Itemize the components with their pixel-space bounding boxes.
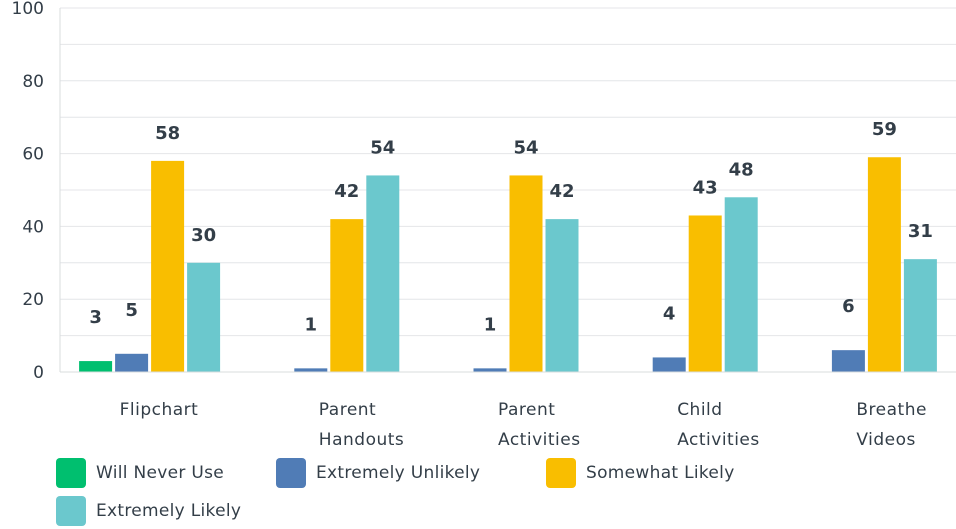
legend-swatch-will-never-use: [56, 458, 86, 488]
legend-item-will-never-use: Will Never Use: [56, 458, 224, 488]
x-axis: Flipchart Parent Handouts Parent Activities C…: [60, 371, 956, 450]
legend-label: Will Never Use: [96, 463, 225, 483]
y-tick-label: 20: [22, 290, 44, 310]
bar: [187, 262, 221, 372]
data-label: 42: [549, 181, 574, 202]
x-tick-label: Activities: [498, 430, 581, 450]
bar: [831, 350, 865, 372]
bar: [545, 219, 579, 372]
bar: [903, 259, 937, 372]
bar: [151, 160, 185, 372]
x-tick-label: Handouts: [319, 430, 404, 450]
legend-label: Extremely Unlikely: [316, 463, 481, 483]
data-label: 31: [908, 221, 933, 242]
y-tick-label: 80: [22, 72, 44, 92]
bar: [724, 197, 758, 372]
data-label: 1: [305, 314, 318, 335]
data-label: 4: [663, 303, 676, 324]
data-label: 58: [155, 123, 180, 144]
data-label: 59: [872, 119, 897, 140]
x-tick-label: Parent: [498, 400, 555, 420]
bar: [867, 157, 901, 372]
legend-item-extremely-likely: Extremely Likely: [56, 496, 241, 526]
x-tick-label: Child: [677, 400, 722, 420]
data-label: 42: [334, 181, 359, 202]
data-label: 48: [729, 159, 754, 180]
legend-item-extremely-unlikely: Extremely Unlikely: [276, 458, 480, 488]
legend-item-somewhat-likely: Somewhat Likely: [546, 458, 735, 488]
bar: [115, 353, 149, 372]
bar: [473, 368, 507, 372]
y-axis: 0 20 40 60 80 100: [12, 0, 61, 383]
bar: [79, 361, 113, 372]
legend-swatch-extremely-unlikely: [276, 458, 306, 488]
data-label: 5: [125, 300, 138, 321]
y-tick-label: 40: [22, 217, 44, 237]
legend-label: Extremely Likely: [96, 501, 242, 521]
bar: [688, 215, 722, 372]
bars: [79, 157, 937, 372]
y-tick-label: 60: [22, 145, 44, 165]
data-label: 6: [842, 296, 855, 317]
data-label: 30: [191, 225, 216, 246]
y-tick-label: 100: [12, 0, 44, 19]
x-tick-label: Videos: [856, 430, 916, 450]
data-label: 43: [693, 177, 718, 198]
bar: [366, 175, 400, 372]
legend-swatch-extremely-likely: [56, 496, 86, 526]
x-tick-label: Parent: [319, 400, 376, 420]
legend-label: Somewhat Likely: [586, 463, 735, 483]
bar: [330, 219, 364, 372]
data-label: 1: [484, 314, 497, 335]
bar: [294, 368, 328, 372]
bar: [652, 357, 686, 372]
legend-swatch-somewhat-likely: [546, 458, 576, 488]
data-label: 54: [370, 137, 395, 158]
x-tick-label: Activities: [677, 430, 760, 450]
x-tick-label: Breathe: [856, 400, 927, 420]
data-label: 54: [513, 137, 538, 158]
x-tick-label: Flipchart: [120, 400, 199, 420]
bar: [509, 175, 543, 372]
data-labels: 3 5 58 30 1 42 54 1 54 42 4 43 48 6 59 31: [89, 119, 933, 335]
y-tick-label: 0: [33, 363, 44, 383]
data-label: 3: [89, 307, 102, 328]
